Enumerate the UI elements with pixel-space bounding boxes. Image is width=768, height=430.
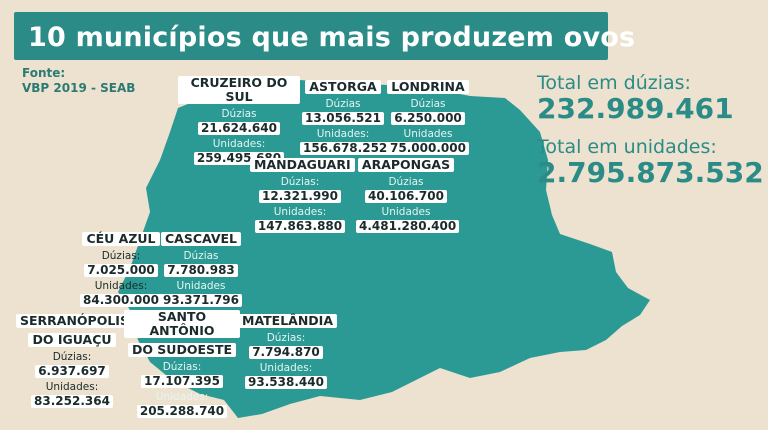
units-value: 84.300.000: [80, 294, 162, 307]
dozens-value: 40.106.700: [365, 190, 447, 203]
dozens-label: Dúzias:: [101, 250, 141, 262]
title-banner: 10 municípios que mais produzem ovos: [14, 12, 635, 60]
municipality-name: MANDAGUARI: [250, 158, 355, 172]
units-value: 83.252.364: [31, 395, 113, 408]
units-label: Unidades: [176, 280, 226, 292]
units-label: Unidades:: [45, 381, 99, 393]
municipality-astorga: ASTORGA Dúzias 13.056.521 Unidades: 156.…: [300, 76, 391, 155]
municipality-cascavel: CASCAVEL Dúzias 7.780.983 Unidades 93.37…: [160, 228, 242, 307]
dozens-value: 12.321.990: [259, 190, 341, 203]
municipality-name: CÉU AZUL: [82, 232, 160, 246]
municipality-name: MATELÂNDIA: [238, 314, 338, 328]
dozens-label: Dúzias:: [280, 176, 320, 188]
units-label: Unidades:: [259, 362, 313, 374]
units-label: Unidades:: [94, 280, 148, 292]
municipality-name-line2: DO IGUAÇU: [28, 333, 116, 347]
municipality-name-line2: DO SUDOESTE: [127, 343, 237, 357]
dozens-label: Dúzias:: [52, 351, 92, 363]
total-units-label: Total em unidades:: [537, 136, 717, 158]
units-value: 147.863.880: [254, 220, 346, 233]
units-value: 93.371.796: [160, 294, 242, 307]
units-label: Unidades:: [316, 128, 370, 140]
dozens-label: Dúzias: [221, 108, 257, 120]
municipality-name: ARAPONGAS: [357, 158, 455, 172]
dozens-value: 17.107.395: [141, 375, 223, 388]
dozens-label: Dúzias:: [266, 332, 306, 344]
source-value: VBP 2019 - SEAB: [22, 81, 136, 95]
municipality-cruzeiro-do-sul: CRUZEIRO DO SUL Dúzias 21.624.640 Unidad…: [178, 76, 300, 165]
dozens-label: Dúzias: [388, 176, 424, 188]
municipality-ceu-azul: CÉU AZUL Dúzias: 7.025.000 Unidades: 84.…: [80, 228, 162, 307]
dozens-label: Dúzias:: [162, 361, 202, 373]
units-label: Unidades:: [212, 138, 266, 150]
municipality-name: LONDRINA: [387, 80, 469, 94]
units-label: Unidades:: [155, 391, 209, 403]
municipality-name-line1: SERRANÓPOLIS: [16, 314, 133, 328]
units-value: 4.481.280.400: [356, 220, 460, 233]
municipality-serranopolis-do-iguacu: SERRANÓPOLIS DO IGUAÇU Dúzias: 6.937.697…: [16, 310, 133, 408]
units-value: 93.538.440: [245, 376, 327, 389]
units-label: Unidades: [381, 206, 431, 218]
units-label: Unidades: [403, 128, 453, 140]
municipality-name: CRUZEIRO DO SUL: [178, 76, 300, 104]
units-value: 205.288.740: [136, 405, 228, 418]
dozens-value: 6.250.000: [391, 112, 465, 125]
dozens-value: 7.025.000: [84, 264, 158, 277]
total-dozens-value: 232.989.461: [537, 92, 734, 125]
municipality-londrina: LONDRINA Dúzias 6.250.000 Unidades 75.00…: [386, 76, 470, 155]
units-value: 75.000.000: [387, 142, 469, 155]
total-units-value: 2.795.873.532: [537, 156, 764, 189]
units-value: 156.678.252: [300, 142, 391, 155]
units-label: Unidades:: [273, 206, 327, 218]
dozens-value: 6.937.697: [35, 365, 109, 378]
municipality-mandaguari: MANDAGUARI Dúzias: 12.321.990 Unidades: …: [250, 154, 355, 233]
municipality-matelandia: MATELÂNDIA Dúzias: 7.794.870 Unidades: 9…: [238, 310, 338, 389]
dozens-value: 7.780.983: [164, 264, 238, 277]
dozens-label: Dúzias: [325, 98, 361, 110]
dozens-value: 7.794.870: [249, 346, 323, 359]
municipality-name: CASCAVEL: [160, 232, 242, 246]
page-title: 10 municípios que mais produzem ovos: [28, 22, 636, 53]
dozens-label: Dúzias: [183, 250, 219, 262]
source-label: Fonte:: [22, 66, 66, 80]
municipality-arapongas: ARAPONGAS Dúzias 40.106.700 Unidades 4.4…: [356, 154, 460, 233]
dozens-value: 21.624.640: [198, 122, 280, 135]
municipality-santo-antonio-do-sudoeste: SANTO ANTÔNIO DO SUDOESTE Dúzias: 17.107…: [124, 310, 240, 418]
dozens-label: Dúzias: [410, 98, 446, 110]
municipality-name: ASTORGA: [305, 80, 381, 94]
source-note: Fonte: VBP 2019 - SEAB: [22, 66, 135, 96]
municipality-name-line1: SANTO ANTÔNIO: [124, 310, 240, 338]
total-dozens-label: Total em dúzias:: [537, 72, 691, 94]
dozens-value: 13.056.521: [302, 112, 384, 125]
